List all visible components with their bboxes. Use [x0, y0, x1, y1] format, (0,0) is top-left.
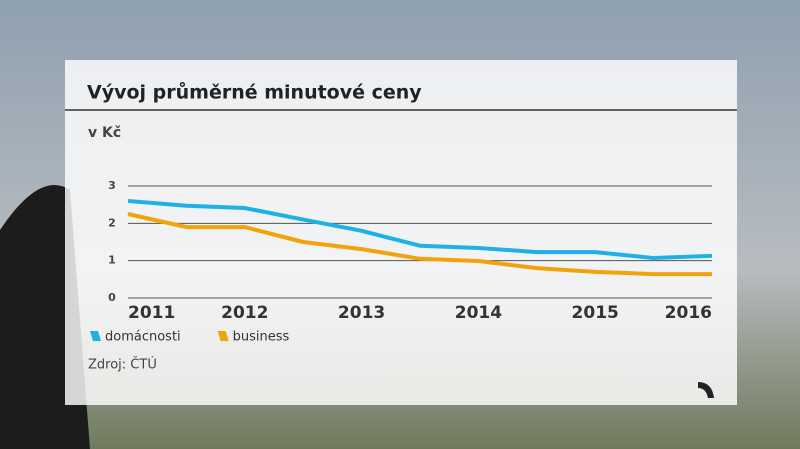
x-tick-label: 2013: [338, 303, 385, 323]
chart-panel: [65, 60, 737, 405]
chart-title: Vývoj průměrné minutové ceny: [87, 81, 422, 104]
x-tick-label: 2011: [128, 303, 175, 323]
y-tick-label: 0: [108, 291, 116, 304]
source: Zdroj: ČTÚ: [88, 357, 157, 373]
unit-label: v Kč: [88, 125, 121, 141]
x-tick-label: 2016: [665, 303, 712, 323]
legend-label: domácnosti: [105, 330, 181, 345]
logo: [698, 382, 714, 398]
legend-swatch: [217, 331, 229, 341]
x-tick-label: 2015: [572, 303, 619, 323]
legend-label: business: [233, 330, 290, 345]
y-tick-label: 3: [108, 179, 116, 192]
y-tick-label: 1: [108, 254, 116, 267]
series-line: [127, 212, 712, 277]
legend-swatch: [90, 331, 101, 341]
y-tick-label: 2: [108, 216, 116, 229]
x-tick-label: 2012: [221, 303, 268, 323]
x-tick-label: 2014: [455, 303, 502, 323]
series-line: [127, 198, 713, 261]
